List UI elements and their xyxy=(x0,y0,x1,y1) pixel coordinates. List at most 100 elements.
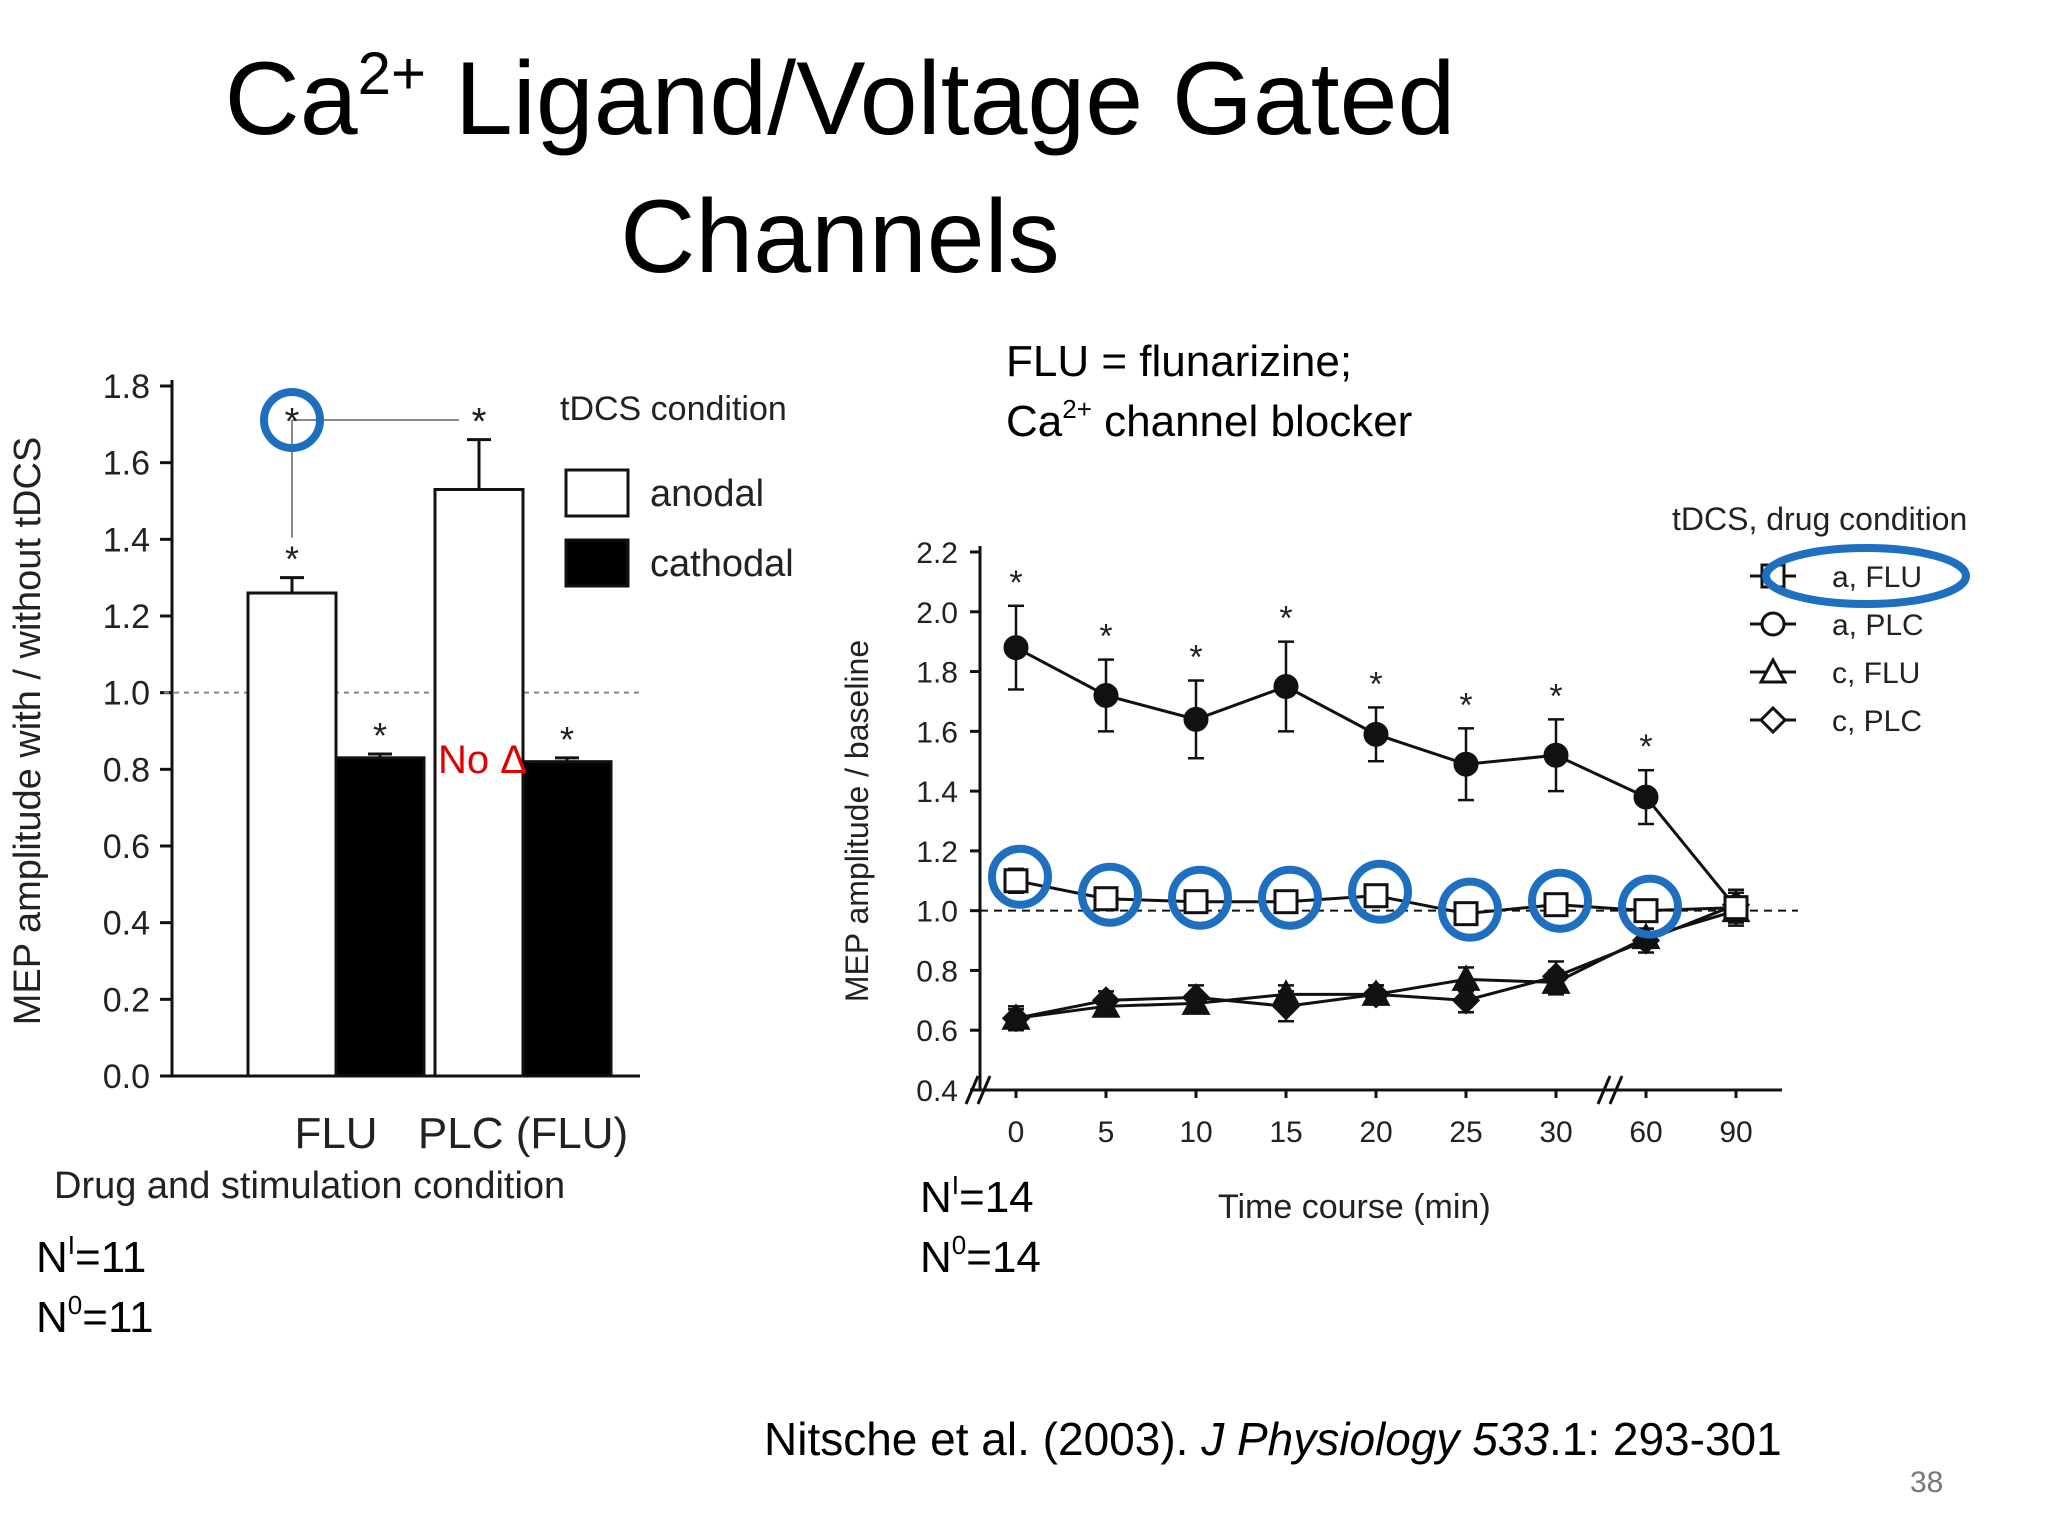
significance-star: * xyxy=(285,539,299,580)
x-tick-label: 15 xyxy=(1269,1116,1302,1149)
highlight-circle xyxy=(260,388,324,452)
n-value: =14 xyxy=(966,1233,1041,1282)
significance-star: * xyxy=(1099,618,1112,656)
data-point xyxy=(1093,886,1119,912)
axis-break xyxy=(976,1075,992,1105)
y-axis-label: MEP amplitude / baseline xyxy=(839,640,875,1002)
flu-definition-text: channel blocker xyxy=(1091,397,1413,446)
bar-anodal xyxy=(246,591,338,1078)
right-sample-size: NI=14 N0=14 xyxy=(920,1168,1041,1288)
y-tick-label: 1.8 xyxy=(103,368,150,406)
data-point xyxy=(1091,986,1121,1015)
legend-marker xyxy=(1758,705,1788,735)
title-text: Ca xyxy=(224,41,358,157)
y-tick-label: 0.0 xyxy=(103,1058,150,1096)
bracket-star: * xyxy=(285,401,300,443)
y-tick-label: 0.2 xyxy=(103,981,150,1019)
n-superscript: 0 xyxy=(67,1290,83,1320)
y-tick-label: 2.2 xyxy=(916,537,958,570)
n-superscript: I xyxy=(951,1170,960,1200)
data-point xyxy=(1181,983,1211,1012)
slide-title: Ca2+ Ligand/Voltage Gated Channels xyxy=(0,30,1680,306)
y-axis-label: MEP amplitude with / without tDCS xyxy=(7,437,49,1026)
x-tick-label: 5 xyxy=(1098,1116,1115,1149)
y-tick-label: 2.0 xyxy=(916,597,958,630)
significance-star: * xyxy=(1639,728,1652,766)
x-tick-label: 90 xyxy=(1719,1116,1752,1149)
citation: Nitsche et al. (2003). J Physiology 533.… xyxy=(764,1412,1782,1466)
significance-star: * xyxy=(373,715,387,756)
sample-size-line: N0=14 xyxy=(920,1228,1041,1288)
data-point xyxy=(1541,962,1571,991)
data-point xyxy=(1003,868,1029,894)
data-point xyxy=(1543,742,1569,768)
n-superscript: I xyxy=(67,1230,76,1260)
data-point xyxy=(1543,892,1569,918)
citation-authors: Nitsche et al. (2003). xyxy=(764,1413,1202,1465)
x-tick-label: 0 xyxy=(1008,1116,1025,1149)
bar-cathodal xyxy=(334,756,426,1078)
data-point xyxy=(1093,682,1119,708)
data-point xyxy=(1271,992,1301,1021)
sample-size-line: NI=14 xyxy=(920,1168,1041,1228)
y-tick-label: 0.6 xyxy=(916,1015,958,1048)
legend-label: a, FLU xyxy=(1832,561,1922,594)
bar-anodal xyxy=(433,488,525,1078)
flu-definition-line: FLU = flunarizine; xyxy=(1006,337,1353,386)
y-tick-label: 1.4 xyxy=(103,521,150,559)
x-axis-label: Time course (min) xyxy=(1218,1188,1491,1226)
data-point xyxy=(1001,1004,1031,1033)
sample-size-line: N0=11 xyxy=(36,1288,154,1348)
data-point xyxy=(1453,751,1479,777)
bar-cathodal xyxy=(521,760,613,1078)
legend-label: c, PLC xyxy=(1832,705,1922,738)
x-tick-label: 10 xyxy=(1179,1116,1212,1149)
title-line-1: Ca2+ Ligand/Voltage Gated xyxy=(0,30,1680,168)
highlight-circle xyxy=(1348,859,1412,924)
significance-star: * xyxy=(1189,639,1202,677)
data-point xyxy=(1633,784,1659,810)
n-value: =14 xyxy=(959,1173,1034,1222)
title-text: Ligand/Voltage Gated xyxy=(426,41,1456,157)
data-point xyxy=(1453,901,1479,927)
highlight-circle xyxy=(1528,868,1592,933)
no-change-annotation: No Δ xyxy=(438,738,527,782)
flu-definition: FLU = flunarizine; Ca2+ channel blocker xyxy=(1006,332,1412,452)
data-point xyxy=(1273,674,1299,699)
n-superscript: 0 xyxy=(951,1230,967,1260)
data-point xyxy=(1183,706,1209,732)
n-symbol: N xyxy=(36,1233,68,1282)
y-tick-label: 0.8 xyxy=(103,751,150,789)
data-point xyxy=(1363,883,1389,909)
highlight-circle xyxy=(1258,865,1322,930)
y-tick-label: 1.8 xyxy=(916,657,958,690)
flu-definition-line: Ca2+ channel blocker xyxy=(1006,392,1412,452)
bar-chart: 0.0 0.2 0.4 0.6 0.8 1.0 1.2 1.4 1.6 1.8 * * FLU * * PLC… xyxy=(7,368,794,1207)
citation-journal: J Physiology 533 xyxy=(1201,1413,1549,1465)
y-tick-label: 0.8 xyxy=(916,955,958,988)
axis-break xyxy=(1608,1075,1624,1105)
data-point xyxy=(1723,895,1749,921)
significance-star: * xyxy=(560,719,574,760)
x-category-label: PLC (FLU) xyxy=(418,1109,628,1158)
y-tick-label: 1.6 xyxy=(103,445,150,483)
y-tick-label: 1.0 xyxy=(916,896,958,929)
flu-definition-text: Ca xyxy=(1006,397,1063,446)
highlight-circle xyxy=(1078,862,1142,927)
page-number: 38 xyxy=(1910,1466,1944,1499)
data-point xyxy=(1273,889,1299,915)
y-tick-label: 1.2 xyxy=(916,836,958,869)
axis-break xyxy=(1596,1075,1612,1105)
significance-star: * xyxy=(1369,665,1382,703)
highlight-circle xyxy=(1618,874,1682,939)
highlight-circle xyxy=(1168,865,1232,930)
data-point xyxy=(1361,980,1391,1009)
significance-star: * xyxy=(1009,564,1022,602)
n-symbol: N xyxy=(920,1233,952,1282)
n-value: =11 xyxy=(75,1233,147,1282)
x-category-label: FLU xyxy=(294,1109,377,1158)
highlight-circle xyxy=(1438,877,1502,942)
significance-star: * xyxy=(1549,677,1562,715)
highlight-circle xyxy=(988,844,1052,909)
data-point xyxy=(1183,889,1209,915)
